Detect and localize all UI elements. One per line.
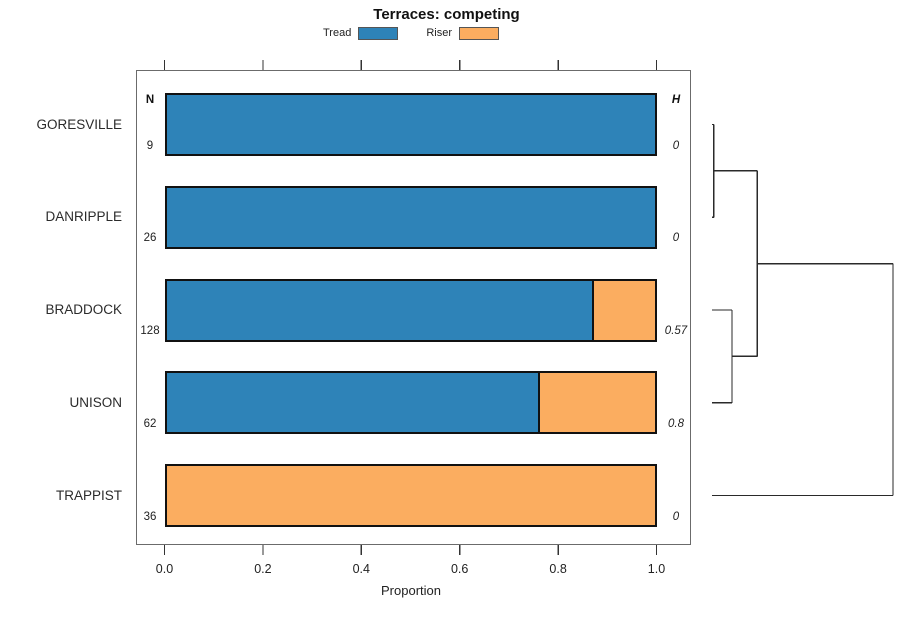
category-label-goresville: GORESVILLE [36,116,122,132]
x-tick-label: 1.0 [647,562,666,576]
h-value: 0.57 [664,325,688,337]
legend: Tread Riser [0,25,822,41]
category-label-danripple: DANRIPPLE [45,209,122,225]
category-label-braddock: BRADDOCK [45,302,122,317]
bar-segment-riser [537,373,655,433]
h-value: 0 [672,232,680,245]
x-tick-label: 0.2 [254,562,272,576]
n-value: 62 [143,417,157,430]
h-value: 0 [672,510,680,523]
n-value: 128 [140,325,160,337]
bar-segment-riser [166,466,655,525]
legend-label-tread: Tread [323,27,352,39]
bar-segment-tread [166,373,538,433]
n-value: 26 [143,232,157,245]
h-column-header: H [671,94,681,106]
bar-segment-tread [166,95,655,154]
bar-goresville [164,93,657,156]
bar-trappist [164,464,657,527]
x-tick-label: 0.0 [155,562,174,576]
legend-swatch-riser [459,26,499,40]
x-axis-label: Proportion [381,583,441,598]
bar-danripple [164,185,657,249]
legend-swatch-tread [358,26,399,40]
bar-segment-tread [166,280,592,340]
category-label-trappist: TRAPPIST [55,487,122,503]
x-tick-label: 0.4 [352,562,370,576]
x-tick-label: 0.6 [450,562,469,576]
legend-item-tread: Tread [323,26,399,40]
bar-unison [164,371,657,435]
bar-segment-tread [166,187,655,247]
bar-segment-riser [591,280,655,340]
n-value: 36 [143,510,157,523]
legend-label-riser: Riser [426,27,452,39]
n-column-header: N [145,94,155,106]
n-value: 9 [146,139,154,152]
h-value: 0.8 [668,417,684,430]
h-value: 0 [672,139,680,152]
chart-title: Terraces: competing [373,6,520,23]
legend-item-riser: Riser [426,26,499,40]
category-label-unison: UNISON [69,394,122,410]
bar-braddock [164,278,657,342]
x-tick-label: 0.8 [549,562,567,576]
